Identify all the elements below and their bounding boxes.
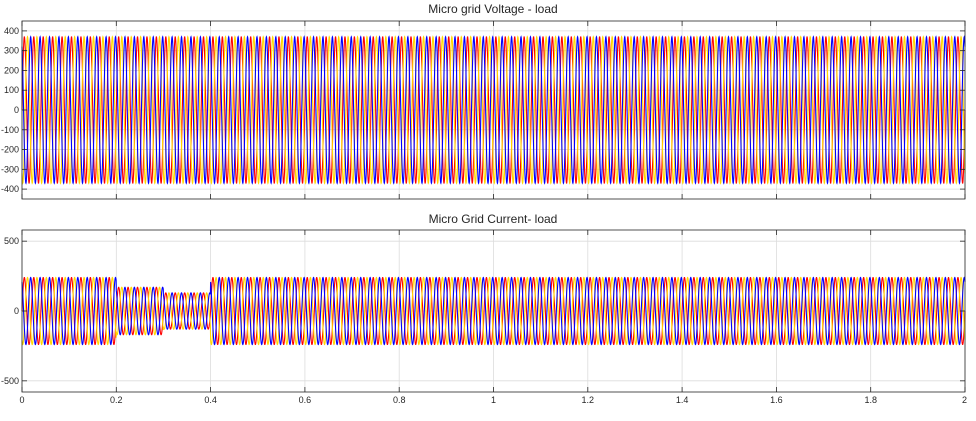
series-line [21, 35, 966, 185]
series-line [21, 277, 966, 345]
x-tick-label: 1 [491, 395, 496, 405]
x-tick-label: 0 [19, 395, 24, 405]
series-line [21, 276, 966, 346]
y-tick-label: -100 [1, 125, 19, 135]
x-tick-label: 1.2 [582, 395, 595, 405]
x-tick-label: 0.8 [393, 395, 406, 405]
series-line [21, 35, 966, 185]
voltage-traces [21, 35, 966, 185]
y-tick-label: -400 [1, 184, 19, 194]
current-chart-title: Micro Grid Current- load [429, 212, 558, 226]
y-tick-label: 100 [4, 85, 19, 95]
series-line [21, 276, 966, 346]
x-tick-label: 0.6 [299, 395, 312, 405]
x-tick-label: 1.8 [864, 395, 877, 405]
x-tick-label: 1.4 [676, 395, 689, 405]
y-tick-label: 300 [4, 46, 19, 56]
voltage-y-ticks: 400 300 200 100 0 -100 -200 -300 -400 [1, 26, 965, 194]
y-tick-label: -200 [1, 145, 19, 155]
voltage-subplot: Micro grid Voltage - load 400 300 200 100 0 -… [1, 2, 966, 200]
series-line [21, 36, 966, 184]
voltage-chart-title: Micro grid Voltage - load [428, 2, 557, 16]
y-tick-label: -300 [1, 164, 19, 174]
x-tick-label: 0.2 [110, 395, 123, 405]
current-y-ticks: 500 0 -500 [1, 236, 965, 386]
voltage-x-ticks [21, 21, 966, 199]
y-tick-label: -500 [1, 376, 19, 386]
x-tick-label: 1.6 [770, 395, 783, 405]
x-tick-label: 2 [962, 395, 967, 405]
y-tick-label: 200 [4, 65, 19, 75]
x-tick-label: 0.4 [204, 395, 217, 405]
current-x-ticks: 0 0.2 0.4 0.6 0.8 1 1.2 1.4 1.6 1.8 2 [19, 230, 967, 405]
y-tick-label: 500 [4, 236, 19, 246]
y-tick-label: 0 [14, 105, 19, 115]
current-traces [21, 276, 966, 346]
y-tick-label: 0 [14, 306, 19, 316]
y-tick-label: 400 [4, 26, 19, 36]
